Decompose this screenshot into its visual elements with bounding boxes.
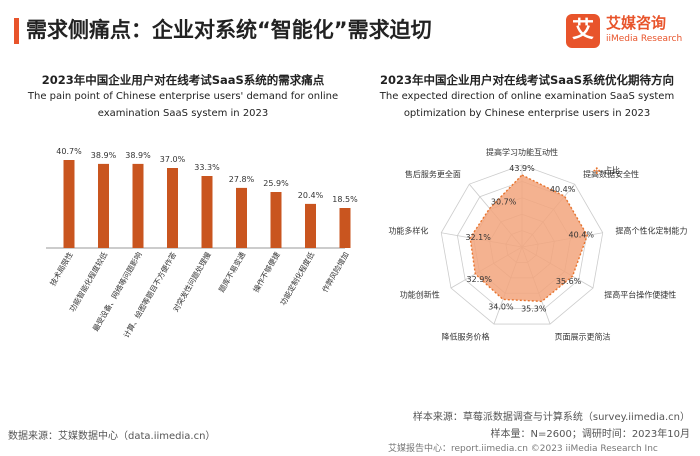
bar [270, 192, 282, 248]
radar-grid-ring [440, 164, 604, 325]
bar-category-label: 功能定制化程度低 [278, 250, 317, 307]
bar-chart-title-cn: 2023年中国企业用户对在线考试SaaS系统的需求痛点 [41, 73, 325, 87]
bar [63, 160, 75, 248]
page-title: 需求侧痛点：企业对系统“智能化”需求迫切 [26, 18, 432, 42]
radar-category-label: 功能多样化 [388, 226, 428, 236]
sample-size: 样本量：N=2600；调研时间：2023年10月 [490, 429, 690, 440]
bar-category-label: 技术局限性 [47, 250, 75, 288]
radar-category-label: 售后服务更全面 [405, 169, 461, 179]
bar-category-label: 题库不易变通 [216, 250, 247, 294]
radar-category-label: 降低服务价格 [442, 331, 490, 341]
bar-value-label: 27.8% [229, 175, 255, 184]
bar [201, 176, 213, 248]
radar-category-label: 提高学习功能互动性 [486, 147, 558, 157]
bar-value-label: 25.9% [263, 179, 289, 188]
bar-value-label: 33.3% [194, 163, 220, 172]
radar-value-label: 40.4% [550, 185, 576, 194]
bar-value-label: 37.0% [160, 155, 186, 164]
radar-value-label: 32.1% [465, 233, 491, 242]
bar [167, 168, 178, 248]
bar-value-label: 18.5% [332, 195, 358, 204]
radar-value-label: 35.3% [521, 304, 547, 313]
radar-value-label: 32.9% [467, 275, 493, 284]
legend-label: 占比 [604, 165, 620, 175]
bar-value-label: 38.9% [125, 151, 151, 160]
bar-category-label: 对突发性问题处理慢 [170, 250, 213, 314]
logo-text-cn: 艾媒咨询 [606, 14, 667, 32]
radar-value-label: 43.9% [509, 164, 535, 173]
radar-series-area [469, 174, 589, 303]
radar-value-label: 30.7% [491, 197, 517, 206]
bar [339, 208, 351, 248]
legend-marker-icon: ✣ [593, 167, 601, 177]
bar [132, 163, 144, 248]
radar-chart-title-cn: 2023年中国企业用户对在线考试SaaS系统优化期待方向 [379, 73, 675, 87]
data-source: 数据来源：艾媒数据中心（data.iimedia.cn） [8, 431, 216, 442]
report-center-line: 艾媒报告中心：report.iimedia.cn ©2023 iiMedia R… [388, 444, 658, 454]
bar-category-label: 功能智能化程度较低 [67, 250, 110, 314]
logo-mark: 艾 [566, 14, 600, 48]
bar [305, 203, 316, 248]
radar-chart-title-en-1: The expected direction of online examina… [379, 91, 675, 102]
radar-category-label: 提高个性化定制能力 [616, 226, 688, 236]
bar-chart-title-en-1: The pain point of Chinese enterprise use… [27, 91, 339, 102]
radar-chart-title: 2023年中国企业用户对在线考试SaaS系统优化期待方向 The expecte… [362, 72, 692, 122]
bar [98, 163, 109, 248]
bar-chart-title-en-2: examination SaaS system in 2023 [97, 108, 269, 119]
bar-value-label: 38.9% [91, 151, 117, 160]
bar-chart-title: 2023年中国企业用户对在线考试SaaS系统的需求痛点 The pain poi… [8, 72, 358, 122]
radar-category-label: 提高平台操作便捷性 [604, 290, 676, 300]
bar-value-label: 40.7% [56, 147, 82, 156]
sample-source: 样本来源：草莓派数据调查与计算系统（survey.iimedia.cn） [412, 412, 690, 423]
radar-value-label: 35.6% [556, 277, 582, 286]
bar-category-label: 作弊风险增加 [320, 250, 351, 294]
logo-text-en: iiMedia Research [606, 34, 683, 44]
radar-category-label: 功能创新性 [400, 290, 440, 300]
bar [236, 187, 247, 248]
radar-category-label: 页面展示更简洁 [554, 331, 610, 341]
brand-logo: 艾 艾媒咨询 iiMedia Research [566, 12, 690, 52]
radar-category-label: 提高数据安全性 [583, 169, 639, 179]
bar-value-label: 20.4% [298, 191, 324, 200]
radar-value-label: 34.0% [488, 302, 514, 311]
title-accent-bar [14, 18, 19, 44]
radar-chart-title-en-2: optimization by Chinese enterprise users… [403, 108, 651, 119]
radar-value-label: 40.4% [569, 230, 595, 239]
bar-category-label: 操作不够便捷 [251, 250, 282, 294]
